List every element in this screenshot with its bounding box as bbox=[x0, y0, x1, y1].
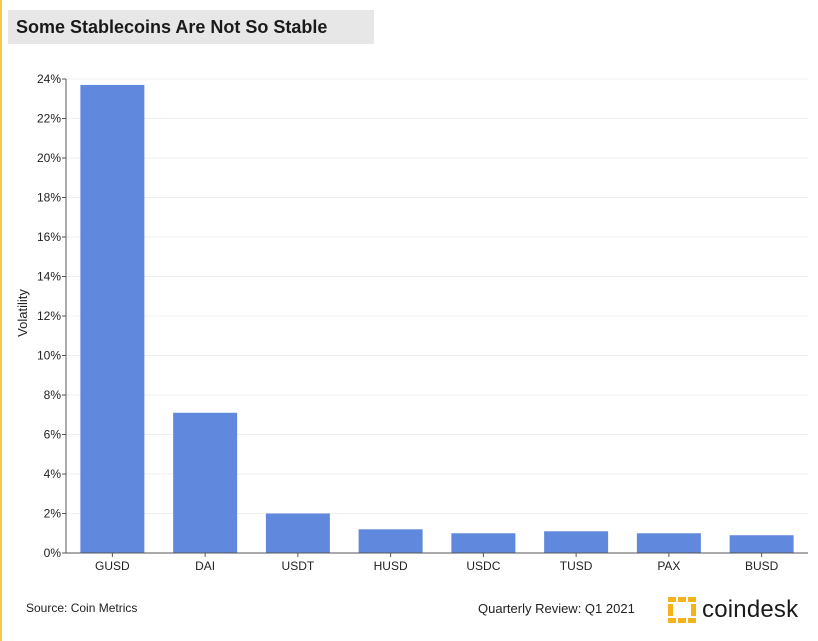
x-tick-label: PAX bbox=[657, 559, 680, 573]
y-tick-label: 16% bbox=[37, 230, 61, 244]
y-tick-label: 18% bbox=[37, 191, 61, 205]
y-tick-label: 6% bbox=[44, 428, 62, 442]
bar-gusd bbox=[80, 84, 145, 554]
coindesk-logo: coindesk bbox=[668, 596, 798, 624]
x-tick-label: USDT bbox=[282, 559, 315, 573]
bar-tusd bbox=[544, 531, 609, 553]
y-tick-label: 24% bbox=[37, 72, 61, 86]
y-tick-label: 0% bbox=[44, 546, 62, 560]
bar-husd bbox=[358, 529, 423, 553]
bars bbox=[80, 84, 794, 554]
chart-title: Some Stablecoins Are Not So Stable bbox=[16, 16, 328, 37]
y-tick-label: 4% bbox=[44, 467, 62, 481]
bar-usdt bbox=[265, 513, 330, 553]
y-axis-label: Volatility bbox=[15, 289, 30, 337]
bar-usdc bbox=[451, 533, 516, 553]
coindesk-wordmark: coindesk bbox=[702, 596, 799, 623]
review-note: Quarterly Review: Q1 2021 bbox=[478, 601, 635, 616]
y-tick-label: 22% bbox=[37, 112, 61, 126]
source-note: Source: Coin Metrics bbox=[26, 601, 138, 615]
x-tick-label: GUSD bbox=[95, 559, 130, 573]
axes: 0% 2% 4% 6% 8% 10% 12% 14% 16% 18% 20% 22% 24% GUSD DA… bbox=[37, 72, 808, 573]
x-tick-label: DAI bbox=[195, 559, 215, 573]
y-tick-label: 10% bbox=[37, 349, 61, 363]
y-tick-label: 12% bbox=[37, 309, 61, 323]
bar-busd bbox=[729, 535, 794, 553]
title-banner: Some Stablecoins Are Not So Stable bbox=[8, 10, 374, 44]
y-tick-label: 2% bbox=[44, 507, 62, 521]
y-tick-label: 14% bbox=[37, 270, 61, 284]
left-accent-border bbox=[0, 0, 2, 641]
x-tick-label: HUSD bbox=[374, 559, 408, 573]
y-tick-label: 8% bbox=[44, 388, 62, 402]
y-tick-label: 20% bbox=[37, 151, 61, 165]
x-tick-label: TUSD bbox=[560, 559, 593, 573]
bar-pax bbox=[636, 533, 701, 553]
coindesk-logo-icon bbox=[668, 597, 696, 623]
x-tick-label: BUSD bbox=[745, 559, 779, 573]
x-tick-label: USDC bbox=[466, 559, 500, 573]
bar-dai bbox=[173, 412, 238, 553]
